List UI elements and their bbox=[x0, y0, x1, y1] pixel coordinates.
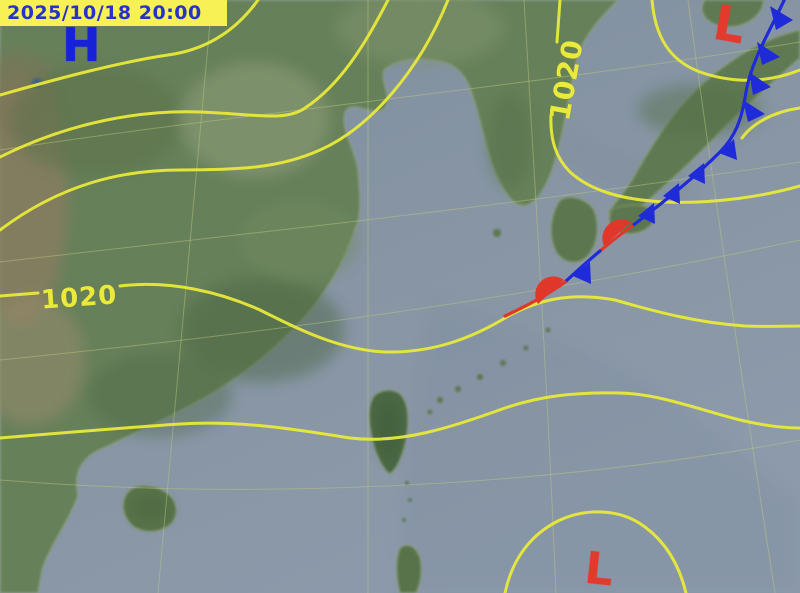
island-dot bbox=[477, 374, 483, 380]
terrain-blob bbox=[335, 0, 505, 66]
terrain-blob bbox=[10, 65, 180, 175]
cold-front-triangle bbox=[573, 262, 591, 284]
island-dot bbox=[557, 227, 563, 233]
cold-front-triangle bbox=[757, 42, 780, 65]
terrain-texture-layer bbox=[0, 0, 762, 520]
graticule-line bbox=[0, 161, 800, 263]
terrain-blob bbox=[132, 496, 168, 520]
isobar-line bbox=[0, 391, 800, 441]
land-shape bbox=[701, 0, 765, 28]
island-dot bbox=[437, 397, 443, 403]
isobar-line bbox=[0, 0, 450, 232]
isobar-value-label: 1020 bbox=[40, 280, 119, 316]
low-pressure-symbol: L bbox=[582, 542, 616, 593]
terrain-blob bbox=[88, 353, 232, 437]
island-dot bbox=[402, 518, 406, 522]
sea-streak bbox=[400, 300, 800, 593]
isobar-line bbox=[650, 0, 800, 82]
island-dot bbox=[405, 481, 409, 485]
cold-front-line bbox=[630, 0, 786, 228]
isobar-line bbox=[0, 291, 40, 298]
terrain-blob bbox=[380, 402, 396, 458]
terrain-blob bbox=[180, 278, 344, 382]
high-pressure-symbol: H bbox=[62, 18, 101, 72]
cold-front-triangle bbox=[688, 163, 705, 184]
isobar-line bbox=[0, 0, 390, 159]
land-shape bbox=[396, 544, 422, 593]
island-dot bbox=[493, 229, 501, 237]
warm-front-line bbox=[598, 224, 634, 253]
cold-front-line bbox=[563, 249, 602, 284]
isobar-line bbox=[549, 113, 800, 204]
terrain-blob bbox=[488, 92, 532, 188]
isobar-line bbox=[555, 0, 562, 44]
island-dot bbox=[523, 345, 529, 351]
front-layer bbox=[503, 0, 793, 318]
timestamp-badge: 2025/10/18 20:00 bbox=[0, 0, 227, 26]
cold-front-triangle bbox=[770, 6, 793, 30]
island-dot bbox=[455, 386, 461, 392]
terrain-blob bbox=[180, 62, 330, 178]
island-dot bbox=[408, 498, 412, 502]
cold-front-triangle bbox=[743, 100, 765, 122]
terrain-blob bbox=[240, 200, 360, 280]
warm-front-line bbox=[503, 280, 567, 318]
island-dot bbox=[500, 360, 506, 366]
cold-front-triangle bbox=[719, 139, 737, 160]
graticule-line bbox=[0, 239, 800, 361]
graticule-line bbox=[157, 0, 213, 593]
terrain-blob bbox=[638, 84, 762, 136]
isobar-line bbox=[503, 510, 688, 593]
cold-front-triangle bbox=[749, 72, 771, 95]
graticule-line bbox=[687, 0, 776, 593]
warm-front-semicircle bbox=[602, 219, 631, 246]
cold-front-triangle bbox=[638, 203, 655, 224]
warm-front-semicircle bbox=[535, 276, 564, 304]
cold-front-triangle bbox=[663, 183, 680, 204]
isobar-line bbox=[118, 282, 800, 354]
island-dot bbox=[545, 327, 551, 333]
island-dot bbox=[427, 409, 433, 415]
graticule-line bbox=[0, 439, 800, 490]
isobar-line bbox=[740, 106, 800, 140]
terrain-blob bbox=[0, 295, 85, 425]
isobar-line bbox=[0, 0, 260, 97]
land-shape bbox=[550, 196, 598, 263]
